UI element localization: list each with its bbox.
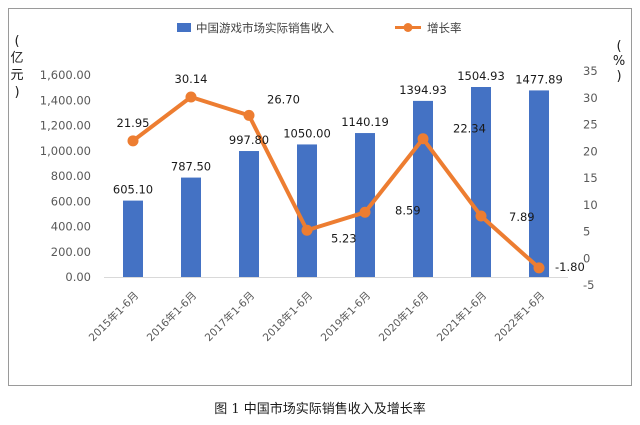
right-axis-tick-label: 0 [583, 251, 590, 265]
bar-value-label: 1050.00 [283, 126, 331, 140]
growth-rate-value-label: -1.80 [555, 260, 585, 274]
category-label: 2016年1-6月 [144, 289, 199, 344]
right-axis-tick-label: -5 [583, 278, 594, 292]
bar-5 [355, 133, 375, 277]
left-axis-tick-label: 800.00 [51, 169, 91, 183]
legend-line-marker [403, 23, 413, 32]
growth-rate-point-5 [359, 206, 371, 218]
category-label: 2017年1-6月 [202, 289, 257, 344]
bar-value-label: 1477.89 [515, 72, 563, 86]
bar-1 [123, 200, 143, 277]
right-axis-tick-label: 10 [583, 198, 598, 212]
left-axis-tick-label: 400.00 [51, 220, 91, 234]
growth-rate-point-2 [185, 91, 197, 103]
growth-rate-point-4 [301, 224, 313, 236]
category-label: 2022年1-6月 [492, 289, 547, 344]
right-axis-tick-label: 20 [583, 144, 598, 158]
bar-value-label: 1140.19 [341, 115, 389, 129]
bar-value-label: 787.50 [171, 160, 211, 174]
growth-rate-value-label: 5.23 [331, 231, 357, 245]
figure-caption: 图 1 中国市场实际销售收入及增长率 [214, 402, 426, 417]
legend-bar-label: 中国游戏市场实际销售收入 [196, 21, 334, 35]
left-axis-tick-label: 600.00 [51, 194, 91, 208]
bar-8 [529, 90, 549, 278]
bar-6 [413, 100, 433, 277]
bar-2 [181, 177, 201, 277]
left-axis-tick-label: 1,200.00 [40, 119, 91, 133]
category-label: 2021年1-6月 [434, 289, 489, 344]
left-axis-tick-label: 1,600.00 [40, 68, 91, 82]
growth-rate-value-label: 8.59 [395, 203, 421, 217]
category-label: 2015年1-6月 [86, 289, 141, 344]
bar-value-label: 605.10 [113, 183, 153, 197]
chart-frame [8, 8, 632, 386]
bar-value-label: 1504.93 [457, 69, 505, 83]
growth-rate-point-1 [127, 135, 139, 147]
left-axis-unit-label: ) [14, 85, 19, 100]
growth-rate-value-label: 26.70 [267, 92, 300, 106]
right-axis-tick-label: 30 [583, 91, 598, 105]
bar-4 [297, 144, 317, 277]
growth-rate-point-8 [533, 262, 545, 274]
left-axis-tick-label: 0.00 [65, 270, 91, 284]
right-axis-unit-label: ) [616, 69, 621, 84]
category-label: 2020年1-6月 [376, 289, 431, 344]
right-axis-tick-label: 25 [583, 118, 598, 132]
right-axis-unit-label: % [613, 54, 625, 69]
left-axis-unit-label: ( [14, 34, 19, 49]
category-label: 2019年1-6月 [318, 289, 373, 344]
growth-rate-point-6 [417, 133, 429, 145]
growth-rate-value-label: 7.89 [509, 210, 535, 224]
bar-7 [471, 87, 491, 277]
legend-line-label: 增长率 [427, 21, 462, 35]
bar-value-label: 997.80 [229, 133, 269, 147]
growth-rate-point-7 [475, 210, 487, 222]
legend-bar-swatch [177, 23, 191, 32]
right-axis-tick-label: 5 [583, 225, 590, 239]
left-axis-tick-label: 1,400.00 [40, 93, 91, 107]
right-axis-tick-label: 35 [583, 64, 598, 78]
left-axis-tick-label: 200.00 [51, 245, 91, 259]
right-axis-unit-label: ( [616, 39, 621, 54]
bar-value-label: 1394.93 [399, 83, 447, 97]
growth-rate-value-label: 21.95 [117, 116, 150, 130]
bar-3 [239, 151, 259, 277]
left-axis-tick-label: 1,000.00 [40, 144, 91, 158]
category-label: 2018年1-6月 [260, 289, 315, 344]
left-axis-unit-label: 亿 [10, 51, 23, 66]
left-axis-unit-label: 元 [10, 68, 23, 83]
growth-rate-line [131, 95, 541, 270]
right-axis-tick-label: 15 [583, 171, 598, 185]
growth-rate-value-label: 22.34 [453, 122, 486, 136]
growth-rate-value-label: 30.14 [175, 72, 208, 86]
growth-rate-point-3 [243, 109, 255, 121]
